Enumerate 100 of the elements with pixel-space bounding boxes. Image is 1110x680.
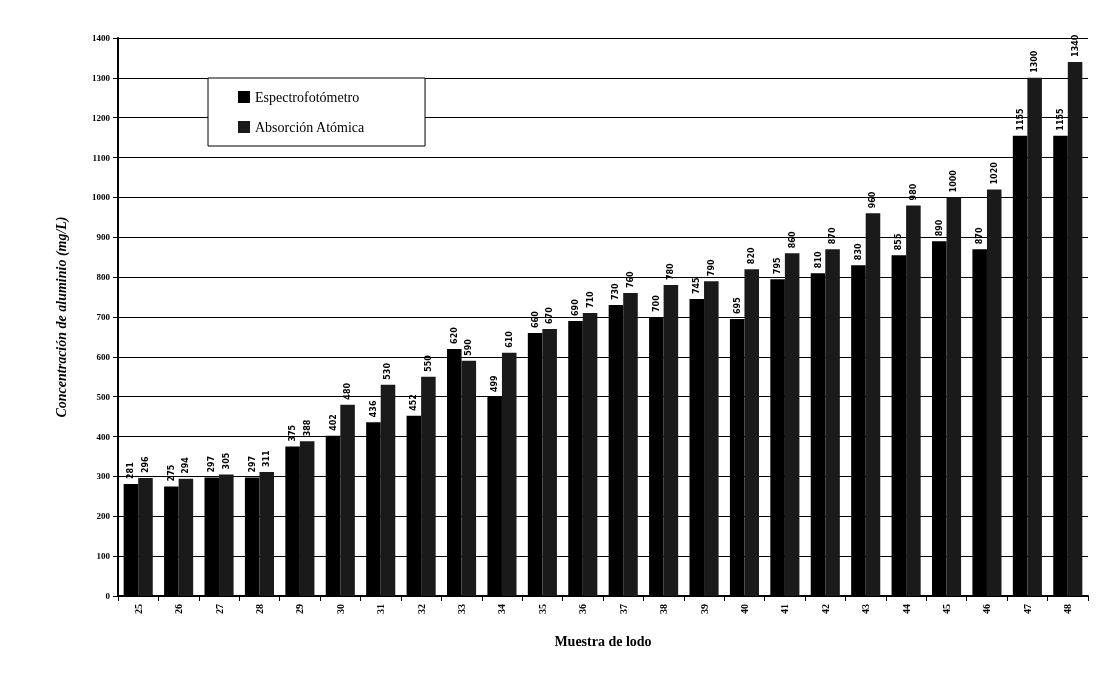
bar xyxy=(825,249,840,596)
x-tick-label: 43 xyxy=(860,604,872,614)
x-tick-label: 35 xyxy=(536,604,548,614)
y-tick-label: 1000 xyxy=(92,192,111,203)
x-tick-label: 25 xyxy=(132,604,144,614)
bar xyxy=(340,404,355,596)
x-tick-label: 38 xyxy=(658,604,670,614)
x-tick-label: 30 xyxy=(334,604,346,614)
bar xyxy=(380,384,396,596)
x-tick-label: 48 xyxy=(1062,604,1074,614)
y-tick-label: 1100 xyxy=(92,152,111,163)
data-label: 1020 xyxy=(989,161,999,185)
x-tick-label: 46 xyxy=(981,604,993,614)
data-label: 1000 xyxy=(949,169,959,193)
bar xyxy=(744,269,760,596)
bar xyxy=(138,478,153,596)
y-tick-label: 800 xyxy=(96,272,111,283)
data-label: 745 xyxy=(692,276,702,295)
bar xyxy=(986,189,1002,596)
data-label: 402 xyxy=(328,414,338,431)
x-tick-label: 32 xyxy=(415,604,427,614)
y-tick-label: 600 xyxy=(96,351,111,362)
bar xyxy=(704,281,719,596)
y-tick-label: 900 xyxy=(96,232,111,243)
data-label: 890 xyxy=(934,219,944,237)
bar xyxy=(299,441,315,596)
data-label: 499 xyxy=(490,374,500,393)
data-label: 436 xyxy=(368,400,378,418)
y-tick-label: 500 xyxy=(96,391,111,402)
data-label: 710 xyxy=(585,290,595,309)
data-label: 830 xyxy=(853,243,863,261)
data-label: 980 xyxy=(908,183,918,201)
bar xyxy=(906,205,921,596)
data-label: 795 xyxy=(773,257,783,275)
data-label: 620 xyxy=(449,326,459,344)
data-label: 375 xyxy=(288,424,298,442)
data-label: 870 xyxy=(828,227,838,245)
data-label: 660 xyxy=(530,310,540,328)
x-tick-label: 28 xyxy=(253,604,265,614)
data-label: 305 xyxy=(221,452,231,470)
x-tick-label: 27 xyxy=(213,604,225,614)
data-label: 388 xyxy=(302,419,312,437)
y-tick-label: 1200 xyxy=(92,112,111,123)
x-tick-label: 47 xyxy=(1021,604,1033,614)
data-label: 760 xyxy=(625,270,635,289)
bar xyxy=(946,197,962,596)
x-tick-label: 33 xyxy=(456,604,468,614)
data-label: 810 xyxy=(813,251,823,269)
x-tick-label: 40 xyxy=(738,604,750,614)
bar xyxy=(501,352,517,596)
data-label: 297 xyxy=(247,455,257,473)
data-label: 820 xyxy=(747,247,757,265)
x-tick-label: 42 xyxy=(819,604,831,614)
y-axis-title: Concentración de aluminio (mg/L) xyxy=(53,216,70,418)
bar xyxy=(461,360,477,596)
bar xyxy=(178,478,194,596)
x-tick-label: 31 xyxy=(375,604,387,614)
data-label: 690 xyxy=(571,298,581,316)
data-label: 670 xyxy=(545,306,555,324)
y-tick-label: 0 xyxy=(105,591,111,601)
y-tick-label: 1300 xyxy=(92,72,111,83)
data-label: 695 xyxy=(732,296,742,314)
x-tick-label: 29 xyxy=(294,604,306,614)
bar xyxy=(784,253,800,596)
bar xyxy=(219,474,234,596)
legend-label: Espectrofotómetro xyxy=(255,89,360,105)
x-tick-label: 37 xyxy=(617,604,629,614)
data-label: 870 xyxy=(975,227,985,245)
bar xyxy=(623,293,638,596)
data-label: 790 xyxy=(706,259,716,277)
data-label: 730 xyxy=(611,282,621,301)
bar xyxy=(582,313,598,596)
x-tick-label: 39 xyxy=(698,604,710,614)
y-tick-label: 1400 xyxy=(92,33,111,43)
data-label: 610 xyxy=(504,330,514,348)
y-tick-label: 100 xyxy=(96,551,111,562)
legend-label: Absorción Atómica xyxy=(255,119,366,135)
bar xyxy=(1067,61,1083,596)
data-label: 297 xyxy=(207,455,217,473)
x-tick-label: 34 xyxy=(496,604,508,614)
x-tick-label: 44 xyxy=(900,604,912,614)
data-label: 530 xyxy=(383,362,393,380)
data-label: 700 xyxy=(651,294,661,312)
data-label: 960 xyxy=(868,191,878,209)
data-label: 550 xyxy=(423,354,433,372)
y-tick-label: 200 xyxy=(96,511,111,522)
data-label: 294 xyxy=(181,456,191,474)
x-axis-title: Muestra de lodo xyxy=(554,633,652,649)
y-tick-label: 700 xyxy=(96,312,111,322)
bar xyxy=(663,285,679,596)
x-tick-label: 36 xyxy=(577,604,589,614)
x-tick-label: 41 xyxy=(779,604,791,614)
data-label: 1300 xyxy=(1030,50,1040,73)
bar xyxy=(421,376,436,596)
data-label: 590 xyxy=(464,338,474,356)
bar xyxy=(542,328,557,596)
y-tick-label: 400 xyxy=(96,431,111,442)
bar xyxy=(259,472,275,596)
x-tick-label: 45 xyxy=(941,604,953,614)
data-label: 311 xyxy=(262,449,272,468)
